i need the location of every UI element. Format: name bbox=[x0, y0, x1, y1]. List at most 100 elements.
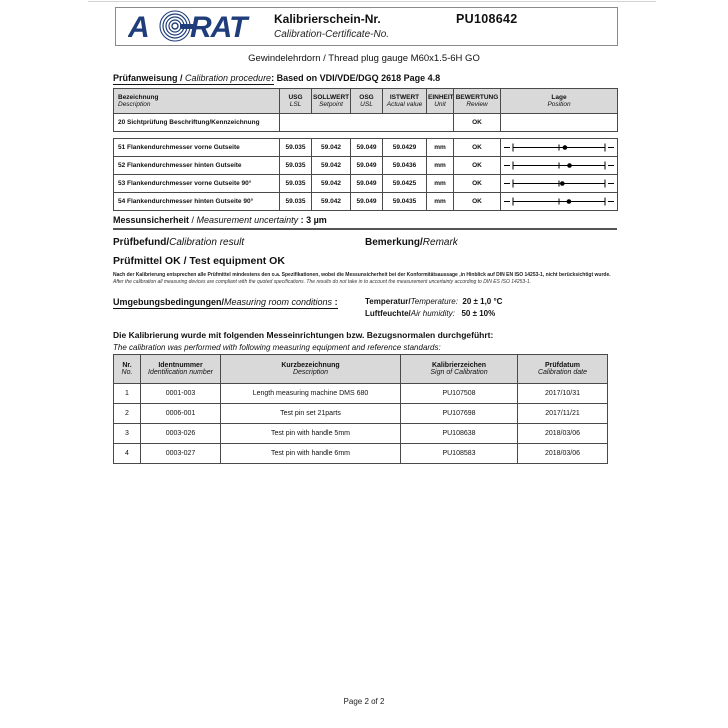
humidity-label-en: Air humidity: bbox=[410, 309, 455, 318]
equipment-date: 2017/11/21 bbox=[517, 403, 608, 424]
measurement-istwert: 59.0425 bbox=[382, 174, 427, 193]
equipment-sign: PU108638 bbox=[400, 423, 518, 444]
result-heading-en: Calibration result bbox=[169, 237, 245, 248]
position-diagram bbox=[500, 192, 618, 211]
position-diagram-graphic bbox=[504, 161, 614, 170]
equipment-description: Test pin with handle 5mm bbox=[220, 423, 401, 444]
temperature-value: 20 ± 1,0 °C bbox=[462, 297, 503, 306]
horizontal-rule bbox=[113, 228, 617, 230]
col-header-osg: OSG USL bbox=[350, 88, 383, 114]
measurement-istwert: 59.0429 bbox=[382, 138, 427, 157]
equipment-row: 1 0001-003 Length measuring machine DMS … bbox=[113, 383, 608, 404]
equipment-sign: PU107698 bbox=[400, 403, 518, 424]
equip-col-sign: Kalibrierzeichen Sign of Calibration bbox=[400, 354, 518, 384]
measurement-description: 53 Flankendurchmesser vorne Gutseite 90° bbox=[113, 174, 280, 193]
equipment-date: 2018/03/06 bbox=[517, 443, 608, 464]
measurement-unit: mm bbox=[426, 192, 454, 211]
measurement-uncertainty-line: Messunsicherheit / Measurement uncertain… bbox=[113, 215, 327, 225]
measurement-usg: 59.035 bbox=[279, 138, 312, 157]
equip-col-date: Prüfdatum Calibration date bbox=[517, 354, 608, 384]
col-header-usg: USG LSL bbox=[279, 88, 312, 114]
humidity-label-de: Luftfeuchte/ bbox=[365, 309, 411, 318]
equipment-description: Test pin set 21parts bbox=[220, 403, 401, 424]
uncertainty-value: 3 µm bbox=[306, 215, 327, 225]
measurement-osg: 59.049 bbox=[350, 138, 383, 157]
inspection-table: Bezeichnung Description USG LSL SOLLWERT Se… bbox=[113, 88, 618, 132]
room-conditions-label: Umgebungsbedingungen/Measuring room cond… bbox=[113, 297, 338, 309]
result-statement: Prüfmittel OK / Test equipment OK bbox=[113, 255, 285, 267]
measurement-unit: mm bbox=[426, 174, 454, 193]
procedure-label-en: Calibration procedure bbox=[185, 73, 272, 83]
equipment-no: 3 bbox=[113, 423, 141, 444]
col-header-bewertung: BEWERTUNG Review bbox=[453, 88, 501, 114]
equipment-no: 4 bbox=[113, 443, 141, 464]
visual-inspection-row: 20 Sichtprüfung Beschriftung/Kennzeichnu… bbox=[113, 113, 618, 132]
equip-col-description: Kurzbezeichnung Description bbox=[220, 354, 401, 384]
equipment-row: 3 0003-026 Test pin with handle 5mm PU10… bbox=[113, 423, 608, 444]
humidity-line: Luftfeuchte/Air humidity: 50 ± 10% bbox=[365, 309, 495, 318]
col-header-description: Bezeichnung Description bbox=[113, 88, 280, 114]
uncertainty-label-de: Messunsicherheit bbox=[113, 215, 190, 225]
conditions-colon: : bbox=[332, 297, 338, 307]
equipment-no: 2 bbox=[113, 403, 141, 424]
equip-col-id: Identnummer Identification number bbox=[140, 354, 221, 384]
visual-inspection-description: 20 Sichtprüfung Beschriftung/Kennzeichnu… bbox=[113, 113, 280, 132]
visual-inspection-empty-values bbox=[279, 113, 454, 132]
certificate-title-en: Calibration-Certificate-No. bbox=[274, 29, 390, 40]
position-diagram bbox=[500, 138, 618, 157]
uncertainty-label-en: Measurement uncertainty bbox=[196, 215, 299, 225]
aqrat-logo-graphic: A RAT bbox=[127, 10, 251, 44]
remark-heading-en: Remark bbox=[422, 237, 458, 248]
measurement-rows-table: 51 Flankendurchmesser vorne Gutseite 59.… bbox=[113, 138, 618, 211]
measurement-header-row: Bezeichnung Description USG LSL SOLLWERT Se… bbox=[113, 88, 618, 114]
scan-edge-line bbox=[88, 1, 656, 2]
measurement-row: 51 Flankendurchmesser vorne Gutseite 59.… bbox=[113, 138, 618, 157]
measurement-sollwert: 59.042 bbox=[311, 156, 351, 175]
aqrat-logo: A RAT bbox=[127, 10, 278, 44]
measurement-istwert: 59.0435 bbox=[382, 192, 427, 211]
equipment-date: 2017/10/31 bbox=[517, 383, 608, 404]
measurement-description: 52 Flankendurchmesser hinten Gutseite bbox=[113, 156, 280, 175]
disclaimer-en: After the calibration all measuring devi… bbox=[113, 279, 532, 285]
measurement-review: OK bbox=[453, 138, 501, 157]
col-header-istwert: ISTWERT Actual value bbox=[382, 88, 427, 114]
temperature-line: Temperatur/Temperature: 20 ± 1,0 °C bbox=[365, 297, 502, 306]
equipment-description: Test pin with handle 6mm bbox=[220, 443, 401, 464]
equipment-id: 0003-026 bbox=[140, 423, 221, 444]
equipment-id: 0006-001 bbox=[140, 403, 221, 424]
remark-heading: Bemerkung/Remark bbox=[365, 237, 458, 248]
measurement-usg: 59.035 bbox=[279, 192, 312, 211]
equipment-row: 2 0006-001 Test pin set 21parts PU107698… bbox=[113, 403, 608, 424]
gauge-subject-line: Gewindelehrdorn / Thread plug gauge M60x… bbox=[248, 53, 480, 64]
col-header-einheit: EINHEIT Unit bbox=[426, 88, 454, 114]
equipment-sign: PU107508 bbox=[400, 383, 518, 404]
measurement-osg: 59.049 bbox=[350, 192, 383, 211]
logo-letters-rat: RAT bbox=[190, 11, 250, 43]
uncertainty-colon: : bbox=[298, 215, 307, 225]
measurement-description: 54 Flankendurchmesser hinten Gutseite 90… bbox=[113, 192, 280, 211]
procedure-value: Based on VDI/VDE/DGQ 2618 Page 4.8 bbox=[276, 73, 441, 83]
equipment-header-row: Nr. No. Identnummer Identification number … bbox=[113, 354, 608, 384]
procedure-colon: : bbox=[271, 73, 275, 83]
humidity-value: 50 ± 10% bbox=[461, 309, 496, 318]
measurement-usg: 59.035 bbox=[279, 156, 312, 175]
temperature-label-de: Temperatur/ bbox=[365, 297, 411, 306]
certificate-header-box: A RAT Kalibrierschein-Nr. Calibration-Ce… bbox=[115, 7, 618, 46]
visual-inspection-review: OK bbox=[453, 113, 501, 132]
measurement-description: 51 Flankendurchmesser vorne Gutseite bbox=[113, 138, 280, 157]
certificate-title-de: Kalibrierschein-Nr. bbox=[274, 12, 381, 26]
equip-col-no: Nr. No. bbox=[113, 354, 141, 384]
remark-heading-de: Bemerkung/ bbox=[365, 237, 423, 248]
col-header-lage: Lage Position bbox=[500, 88, 618, 114]
equipment-id: 0003-027 bbox=[140, 443, 221, 464]
calibration-procedure-line: Prüfanweisung / Calibration procedure: B… bbox=[113, 73, 441, 85]
measurement-osg: 59.049 bbox=[350, 156, 383, 175]
measurement-unit: mm bbox=[426, 156, 454, 175]
position-diagram-graphic bbox=[504, 197, 614, 206]
certificate-number: PU108642 bbox=[456, 12, 518, 26]
measurement-review: OK bbox=[453, 192, 501, 211]
measurement-row: 53 Flankendurchmesser vorne Gutseite 90°… bbox=[113, 174, 618, 193]
disclaimer-de: Nach der Kalibrierung entsprechen alle P… bbox=[113, 272, 611, 278]
measurement-review: OK bbox=[453, 174, 501, 193]
measurement-osg: 59.049 bbox=[350, 174, 383, 193]
